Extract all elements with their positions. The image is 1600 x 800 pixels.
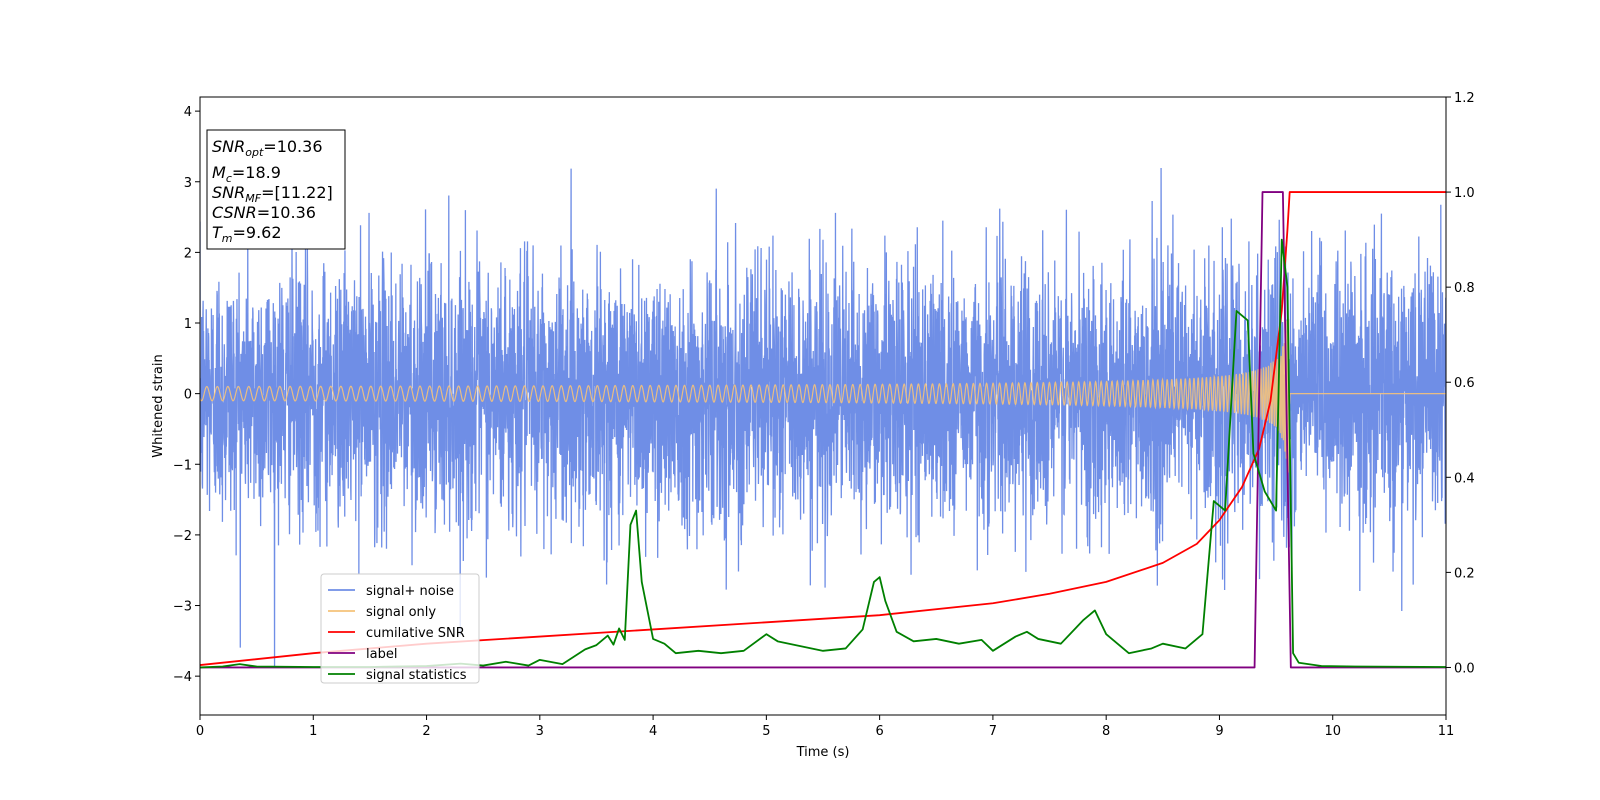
x-tick-label: 6: [875, 724, 883, 739]
annotation-snr-mf: SNRMF=[11.22]: [212, 183, 333, 205]
y2-tick-label: 0.0: [1454, 661, 1475, 676]
annotation-mc: Mc=18.9: [212, 163, 281, 185]
plot-frame: [199, 96, 1447, 716]
snr-opt-symbol: SNR: [212, 137, 245, 156]
x-tick-label: 11: [1438, 724, 1455, 739]
x-axis: 0 1 2 3 4 5 6 7 8 9 10 11: [196, 715, 1454, 739]
x-tick-label: 7: [989, 724, 997, 739]
y2-tick-label: 0.4: [1454, 471, 1475, 486]
legend: signal+ noise signal only cumilative SNR la…: [320, 573, 480, 684]
y-tick-label: −1: [173, 458, 192, 473]
y-tick-label: 1: [184, 317, 192, 332]
y2-tick-label: 1.2: [1454, 91, 1475, 106]
legend-signal-noise-label: signal+ noise: [366, 584, 454, 599]
plot-area: [200, 167, 1446, 669]
y-axis-label: Whitened strain: [151, 354, 166, 457]
x-axis-label: Time (s): [796, 745, 850, 760]
legend-signal-only-label: signal only: [366, 605, 436, 620]
x-tick-label: 0: [196, 724, 204, 739]
y2-tick-label: 0.2: [1454, 566, 1475, 581]
legend-items: signal+ noise signal only cumilative SNR la…: [328, 584, 467, 683]
annotation-snr-opt: SNRopt=10.36: [212, 137, 323, 159]
cumulative-snr-line: [200, 191, 1446, 666]
y-tick-label: −4: [173, 670, 192, 685]
y-tick-label: −3: [173, 600, 192, 615]
signal-statistics-line: [200, 238, 1446, 669]
label-line: [200, 191, 1446, 669]
snr-mf-value: =[11.22]: [261, 183, 333, 202]
snr-mf-symbol: SNR: [212, 183, 245, 202]
y-axis-right: 0.0 0.2 0.4 0.6 0.8 1.0 1.2: [1446, 91, 1475, 676]
legend-frame: [320, 573, 480, 684]
stats-annotation-box: SNRopt=10.36 Mc=18.9 SNRMF=[11.22] CSNR=…: [206, 129, 346, 250]
legend-label-label: label: [366, 647, 397, 662]
tm-value: =9.62: [233, 223, 282, 242]
y-tick-label: 0: [184, 388, 192, 403]
x-tick-label: 1: [309, 724, 317, 739]
y2-tick-label: 0.6: [1454, 376, 1475, 391]
y2-tick-label: 0.8: [1454, 281, 1475, 296]
x-tick-label: 3: [536, 724, 544, 739]
y2-tick-label: 1.0: [1454, 186, 1475, 201]
mc-symbol: M: [212, 163, 226, 182]
csnr-value: =10.36: [257, 203, 316, 222]
x-tick-label: 5: [762, 724, 770, 739]
x-tick-label: 4: [649, 724, 657, 739]
csnr-symbol: CSNR: [212, 203, 257, 222]
mc-value: =18.9: [232, 163, 281, 182]
mc-subscript: c: [226, 172, 232, 185]
tm-symbol: T: [212, 223, 223, 242]
x-tick-label: 2: [422, 724, 430, 739]
x-tick-label: 8: [1102, 724, 1110, 739]
y-tick-label: 4: [184, 105, 192, 120]
signal-only-line: [200, 319, 1446, 473]
x-tick-label: 9: [1215, 724, 1223, 739]
annotation-frame: [206, 129, 346, 250]
snr-opt-subscript: opt: [245, 146, 264, 159]
annotation-tm: Tm=9.62: [212, 223, 282, 245]
legend-signal-statistics-label: signal statistics: [366, 668, 467, 683]
tm-subscript: m: [222, 232, 233, 245]
x-tick-label: 10: [1324, 724, 1341, 739]
y-axis-left: −4 −3 −2 −1 0 1 2 3 4: [173, 105, 200, 685]
signal-noise-line: [200, 167, 1446, 668]
legend-cumulative-snr-label: cumilative SNR: [366, 626, 465, 641]
snr-mf-subscript: MF: [245, 192, 261, 205]
annotation-csnr: CSNR=10.36: [212, 203, 316, 222]
snr-opt-value: =10.36: [263, 137, 322, 156]
y-tick-label: 3: [184, 176, 192, 191]
y-tick-label: 2: [184, 246, 192, 261]
y-tick-label: −2: [173, 529, 192, 544]
